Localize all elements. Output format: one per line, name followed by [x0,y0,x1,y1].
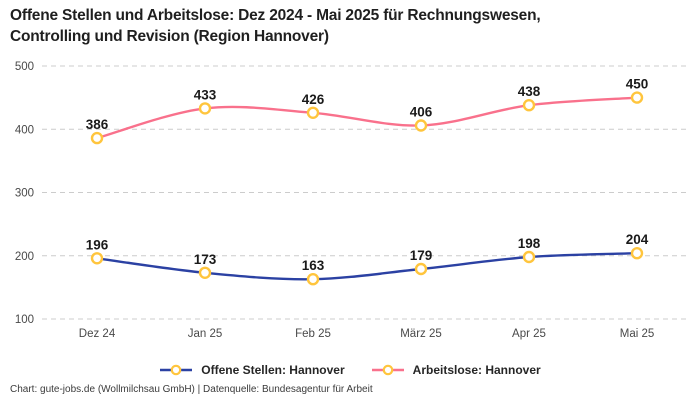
source-credit: Chart: gute-jobs.de (Wollmilchsau GmbH) … [10,384,373,395]
legend-marker-dot [382,364,393,376]
data-point-label: 204 [626,232,649,247]
chart-title: Offene Stellen und Arbeitslose: Dez 2024… [10,5,670,47]
x-axis-tick-label: Jan 25 [188,328,223,340]
data-point-label: 198 [518,236,541,251]
line-marker-icon [160,364,193,376]
legend-marker-dot [170,364,182,376]
series-line-arbeitslose-hannover [95,96,639,140]
data-point-label: 173 [194,252,217,267]
data-point-label: 433 [194,87,217,102]
data-point-marker [630,91,644,104]
data-point-label: 386 [86,117,109,132]
x-axis-tick-label: Mai 25 [620,328,655,340]
x-axis-tick-label: Apr 25 [512,328,546,340]
y-axis-tick-label: 400 [15,124,34,136]
chart-title-line-2: Controlling und Revision (Region Hannove… [10,28,329,45]
data-point-marker [90,131,104,145]
data-point-marker [198,102,212,115]
data-point-label: 196 [86,237,109,252]
y-axis-tick-label: 200 [15,251,34,263]
data-point-marker [414,119,428,132]
legend-item-offene-stellen: Offene Stellen: Hannover [159,363,345,377]
data-point-label: 179 [410,248,433,263]
data-point-marker [522,98,536,112]
series-line-offene-stellen-hannover [95,252,639,281]
legend-label: Arbeitslose: Hannover [412,363,541,377]
line-marker-icon [371,364,404,376]
data-point-marker [90,252,104,265]
data-point-marker [198,266,212,279]
y-axis-tick-label: 100 [15,314,34,326]
x-axis-tick-label: Feb 25 [295,328,331,340]
legend-label: Offene Stellen: Hannover [201,363,345,377]
data-point-label: 163 [302,258,325,273]
chart-title-line-1: Offene Stellen und Arbeitslose: Dez 2024… [10,7,541,24]
data-point-label: 450 [626,77,649,92]
y-axis-tick-label: 500 [15,61,34,73]
data-point-marker [306,273,320,286]
legend-item-arbeitslose: Arbeitslose: Hannover [371,363,541,377]
data-point-marker [414,262,428,276]
y-axis-tick-label: 300 [15,188,34,200]
data-point-label: 438 [518,84,541,99]
data-point-label: 426 [302,92,325,107]
data-point-marker [630,246,644,260]
data-point-marker [306,106,320,120]
x-axis-tick-label: März 25 [400,328,442,340]
x-axis-tick-label: Dez 24 [79,328,116,340]
data-point-label: 406 [410,105,433,120]
data-point-marker [522,250,536,264]
chart-legend: Offene Stellen: Hannover Arbeitslose: Ha… [0,361,700,379]
